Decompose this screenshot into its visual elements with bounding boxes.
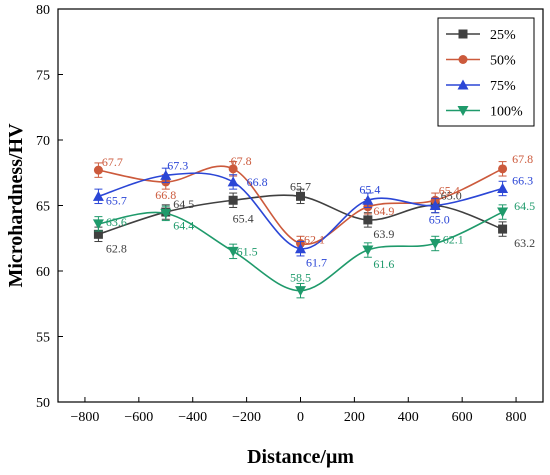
x-axis: −800 −600 −400 −200 0 200 400 600 800 <box>70 397 527 425</box>
x-tick-label: 600 <box>452 410 473 425</box>
data-point <box>429 200 441 210</box>
data-label: 63.9 <box>373 227 394 241</box>
legend-label: 50% <box>490 54 516 69</box>
x-tick-label: −600 <box>124 410 153 425</box>
data-label: 63.6 <box>106 215 127 229</box>
series-layer <box>92 161 509 299</box>
data-label: 62.1 <box>304 232 325 246</box>
data-label: 62.1 <box>443 232 464 246</box>
data-point <box>362 245 374 256</box>
y-axis: 50 55 60 65 70 75 80 <box>36 3 63 411</box>
x-axis-title: Distance/μm <box>247 446 354 468</box>
legend-item: 25% <box>446 28 516 43</box>
data-point <box>497 182 509 193</box>
data-label: 65.4 <box>359 182 380 196</box>
data-label: 65.0 <box>429 213 450 227</box>
data-point <box>93 229 103 239</box>
legend-marker <box>457 79 469 90</box>
data-point <box>498 224 508 234</box>
data-point <box>160 169 172 180</box>
data-point <box>362 194 374 205</box>
legend-label: 100% <box>490 105 523 120</box>
data-label: 63.2 <box>514 236 535 250</box>
data-point <box>228 164 238 174</box>
legend-item: 100% <box>446 105 523 120</box>
legend-marker <box>458 55 468 64</box>
data-label: 67.3 <box>167 158 188 172</box>
data-labels-layer: 62.8 64.5 65.4 65.7 63.9 65.0 63.2 67.7 66.8 67.8… <box>102 152 535 285</box>
data-label: 65.7 <box>290 179 311 193</box>
y-tick-label: 70 <box>36 134 50 149</box>
data-point <box>429 238 441 249</box>
data-label: 61.5 <box>237 244 258 258</box>
data-label: 65.7 <box>106 193 127 207</box>
legend: 25% 50% 75% 100% <box>437 17 535 127</box>
data-point <box>295 286 306 297</box>
data-point <box>227 246 239 257</box>
legend-label: 75% <box>490 79 516 94</box>
y-tick-label: 75 <box>36 69 50 84</box>
data-label: 65.4 <box>439 183 460 197</box>
legend-marker <box>458 29 468 39</box>
data-label: 64.9 <box>373 204 394 218</box>
x-tick-label: −200 <box>232 410 261 425</box>
data-label: 67.8 <box>512 152 533 166</box>
y-tick-label: 50 <box>36 396 50 411</box>
x-tick-label: 800 <box>506 410 527 425</box>
x-tick-label: −800 <box>70 410 99 425</box>
data-point <box>295 243 306 254</box>
legend-item: 50% <box>446 54 516 69</box>
x-tick-label: 200 <box>344 410 365 425</box>
y-tick-label: 65 <box>36 200 50 215</box>
data-label: 67.8 <box>231 154 252 168</box>
data-label: 67.7 <box>102 155 123 169</box>
data-label: 62.8 <box>106 241 127 255</box>
data-point <box>497 207 509 218</box>
data-label: 66.8 <box>247 175 268 189</box>
legend-label: 25% <box>490 28 516 43</box>
data-point <box>363 215 373 225</box>
data-point <box>160 208 172 219</box>
data-label: 66.8 <box>155 188 176 202</box>
y-axis-title: Microhardness/HV <box>5 123 27 288</box>
data-label: 61.7 <box>306 256 327 270</box>
data-point <box>92 190 104 201</box>
data-label: 65.4 <box>233 211 254 225</box>
data-point <box>498 164 508 174</box>
data-point <box>227 176 239 187</box>
data-label: 64.5 <box>514 199 535 213</box>
y-tick-label: 55 <box>36 331 50 346</box>
data-point <box>93 165 103 175</box>
series-100pct <box>92 204 509 299</box>
y-tick-label: 80 <box>36 3 50 18</box>
x-tick-label: −400 <box>178 410 207 425</box>
legend-marker <box>457 106 469 116</box>
data-point <box>228 195 238 205</box>
x-tick-label: 400 <box>398 410 419 425</box>
series-75pct <box>92 167 509 257</box>
data-label: 64.5 <box>173 197 194 211</box>
data-point <box>296 191 305 201</box>
data-label: 64.4 <box>173 218 194 232</box>
y-tick-label: 60 <box>36 265 50 280</box>
data-label: 61.6 <box>373 257 394 271</box>
x-tick-label: 0 <box>297 410 304 425</box>
data-label: 66.3 <box>512 173 533 187</box>
data-point <box>92 219 104 230</box>
legend-box <box>437 17 535 127</box>
data-label: 65.0 <box>441 189 462 203</box>
legend-item: 75% <box>446 79 516 94</box>
data-label: 58.5 <box>290 271 311 285</box>
